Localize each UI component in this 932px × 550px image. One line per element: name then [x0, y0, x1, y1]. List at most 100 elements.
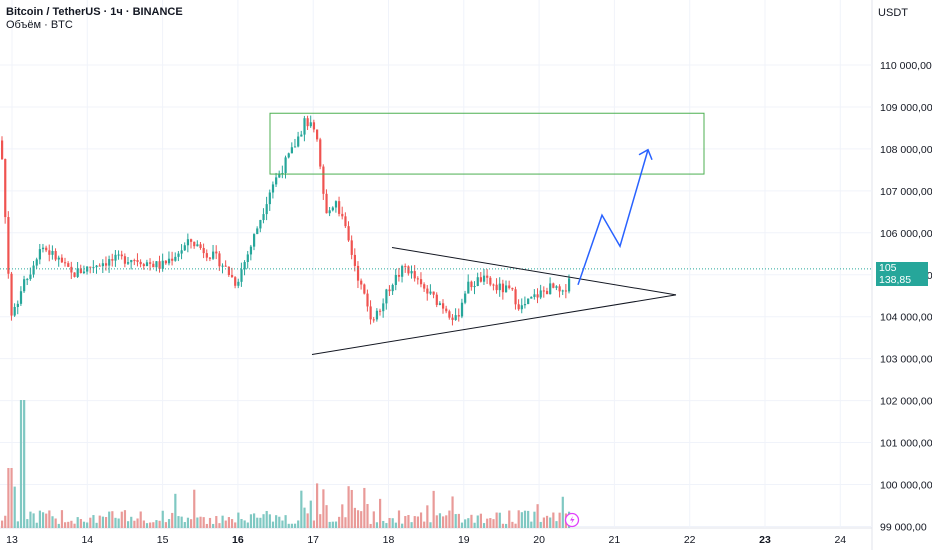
- candle-body: [130, 260, 133, 263]
- volume-bar: [482, 523, 486, 528]
- volume-bar: [208, 517, 212, 528]
- volume-bar: [460, 522, 464, 528]
- candle-body: [1, 140, 4, 160]
- volume-bar: [312, 520, 316, 528]
- candle-body: [514, 289, 517, 305]
- volume-bar: [533, 511, 536, 528]
- candle-body: [101, 263, 104, 267]
- volume-indicator-label[interactable]: Объём · BTC: [6, 19, 73, 31]
- candle-body: [319, 139, 322, 167]
- price-tick-label: 102 000,00: [880, 396, 932, 408]
- volume-bar: [164, 522, 167, 528]
- candle-body: [240, 269, 243, 282]
- candle-body: [253, 234, 256, 247]
- candle-body: [215, 251, 218, 254]
- volume-bar: [457, 513, 460, 528]
- volume-bar: [262, 514, 265, 528]
- volume-bar: [218, 523, 221, 528]
- volume-bar: [161, 510, 164, 528]
- volume-bar: [67, 521, 70, 528]
- candle-body: [542, 290, 545, 292]
- candle-body: [186, 239, 190, 246]
- volume-bar: [193, 489, 196, 528]
- candle-body: [492, 284, 495, 286]
- candle-body: [183, 245, 186, 251]
- candle-body: [60, 257, 64, 263]
- candle-body: [555, 286, 558, 288]
- candle-body: [281, 173, 284, 175]
- candle-body: [523, 304, 527, 306]
- candle-body: [429, 291, 432, 294]
- candle-body: [454, 315, 457, 320]
- volume-bar: [539, 521, 542, 528]
- time-tick-label: 19: [458, 534, 470, 546]
- volume-bar: [486, 518, 489, 528]
- candle-body: [32, 265, 35, 275]
- volume-bar: [98, 515, 101, 528]
- volume-bar: [416, 516, 419, 528]
- candle-body: [360, 280, 363, 285]
- candle-body: [511, 288, 514, 290]
- volume-bar: [435, 515, 438, 528]
- volume-bar: [259, 517, 262, 528]
- candle-body: [369, 306, 372, 320]
- candle-body: [322, 166, 325, 194]
- candle-body: [136, 260, 139, 262]
- candle-body: [568, 278, 571, 292]
- volume-bar: [221, 515, 224, 528]
- candle-body: [230, 274, 234, 278]
- candle-body: [76, 268, 79, 277]
- candle-body: [407, 266, 410, 274]
- volume-bar: [275, 515, 278, 528]
- candle-body: [48, 250, 51, 255]
- candle-body: [205, 253, 208, 258]
- volume-bar: [38, 510, 41, 528]
- volume-bar: [419, 512, 423, 528]
- volume-bar: [271, 521, 275, 528]
- volume-bar: [48, 510, 51, 528]
- volume-bar: [385, 523, 388, 528]
- triangle-upper-trendline[interactable]: [391, 246, 677, 296]
- candle-body: [177, 253, 180, 257]
- price-tick-label: 101 000,00: [880, 438, 932, 450]
- resistance-zone[interactable]: [269, 112, 705, 175]
- volume-bar: [1, 520, 4, 528]
- symbol-title[interactable]: Bitcoin / TetherUS · 1ч · BINANCE: [6, 6, 183, 18]
- price-tick-label: 100 000,00: [880, 480, 932, 492]
- volume-bar: [501, 523, 505, 528]
- volume-bar: [224, 520, 227, 528]
- candle-body: [149, 262, 152, 264]
- candle-body: [259, 220, 262, 229]
- candle-body: [338, 201, 341, 214]
- volume-bar: [473, 522, 476, 528]
- candle-body: [498, 283, 501, 291]
- candle-body: [549, 283, 552, 295]
- candle-body: [212, 251, 215, 259]
- volume-bar: [215, 516, 218, 528]
- volume-bar: [375, 522, 379, 528]
- volume-bar: [360, 511, 363, 528]
- candle-body: [341, 213, 344, 217]
- candle-body: [82, 271, 86, 274]
- candle-body: [290, 147, 293, 154]
- price-tick-label: 107 000,00: [880, 186, 932, 198]
- candle-body: [293, 146, 297, 148]
- triangle-lower-trendline[interactable]: [311, 294, 677, 355]
- candle-body: [404, 266, 407, 268]
- volume-bar: [432, 490, 435, 528]
- lightning-icon[interactable]: [564, 512, 580, 528]
- candle-body: [328, 210, 331, 214]
- candle-body: [489, 277, 492, 285]
- candle-body: [527, 298, 530, 305]
- candle-body: [564, 290, 568, 292]
- candle-body: [552, 283, 555, 288]
- volume-bar: [505, 523, 508, 528]
- volume-bar: [394, 522, 397, 528]
- volume-bar: [26, 519, 29, 528]
- volume-bar: [136, 518, 139, 528]
- volume-bar: [331, 521, 334, 528]
- candle-body: [262, 214, 265, 221]
- volume-bar: [442, 516, 445, 528]
- projection-arrow-path[interactable]: [577, 149, 649, 286]
